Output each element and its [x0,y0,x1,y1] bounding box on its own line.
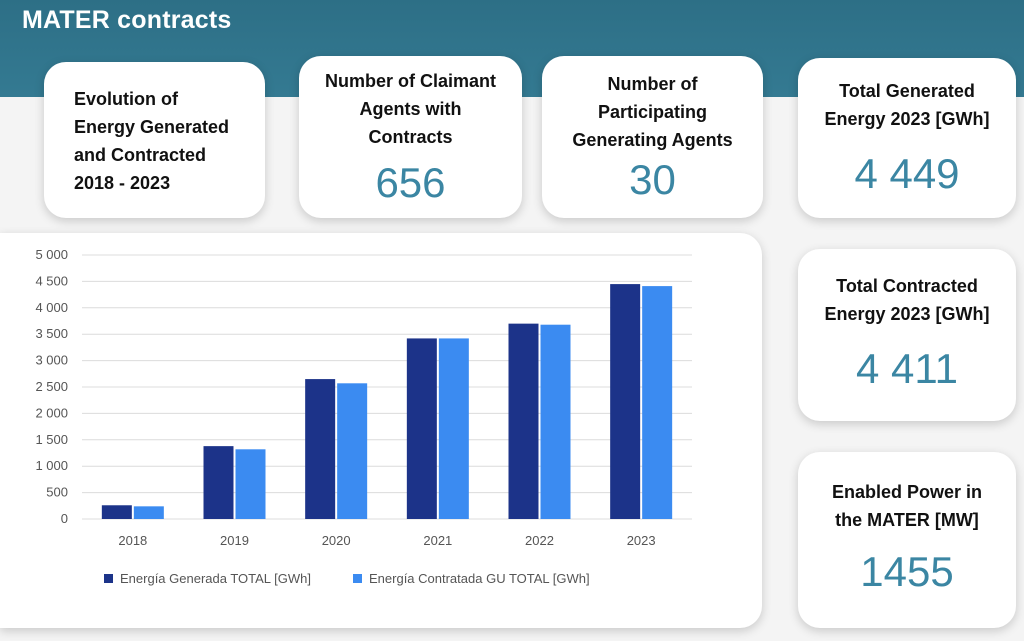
participating-agents-label: Number of Participating Generating Agent… [542,70,763,154]
enabled-power-label-line: Enabled Power in [831,482,983,502]
bar-contracted-2020 [337,383,368,519]
bar-contracted-2023 [642,286,673,519]
participating-agents-value: 30 [629,156,676,203]
x-tick-label: 2023 [627,533,656,548]
total-generated-card: Total Generated Energy 2023 [GWh] 4 449 [798,58,1016,218]
enabled-power-label: Enabled Power in the MATER [MW] [798,478,1016,534]
participating-label-line: Number of [607,74,698,94]
total-generated-label: Total Generated Energy 2023 [GWh] [798,77,1016,133]
bar-contracted-2021 [438,338,469,519]
claimant-agents-label: Number of Claimant Agents with Contracts [299,67,522,151]
participating-label-line: Generating Agents [572,130,733,150]
bar-generated-2020 [305,379,336,519]
y-tick-label: 500 [46,485,68,500]
claimant-agents-card: Number of Claimant Agents with Contracts… [299,56,522,218]
claimant-agents-value: 656 [375,159,446,206]
bar-generated-2018 [101,505,132,519]
claimant-label-line: Agents with [359,99,462,119]
legend-swatch [104,574,113,583]
participating-agents-card: Number of Participating Generating Agent… [542,56,763,218]
evolution-label-line: Evolution of [74,89,178,109]
y-tick-label: 3 500 [35,326,68,341]
total-contracted-label: Total Contracted Energy 2023 [GWh] [798,272,1016,328]
y-tick-label: 3 000 [35,353,68,368]
bar-contracted-2022 [540,324,571,519]
evolution-card-label: Evolution of Energy Generated and Contra… [74,85,265,197]
x-tick-label: 2018 [118,533,147,548]
total-contracted-label-line: Energy 2023 [GWh] [824,304,990,324]
energy-bar-chart: 0 500 1 000 1 500 2 000 2 500 3 000 3 500 4 000 4… [35,247,692,586]
y-tick-label: 1 500 [35,432,68,447]
total-contracted-label-line: Total Contracted [836,276,978,296]
claimant-label-line: Number of Claimant [324,71,497,91]
total-generated-label-line: Total Generated [839,81,975,101]
y-tick-label: 2 000 [35,405,68,420]
total-generated-label-line: Energy 2023 [GWh] [824,109,990,129]
legend-label: Energía Generada TOTAL [GWh] [120,571,311,586]
page-title: MATER contracts [22,6,232,34]
total-generated-value: 4 449 [854,150,960,197]
y-tick-label: 2 500 [35,379,68,394]
evolution-label-line: Energy Generated [74,117,230,137]
bar-generated-2022 [508,323,539,519]
claimant-label-line: Contracts [368,127,453,147]
x-tick-label: 2021 [423,533,452,548]
legend-swatch [353,574,362,583]
y-tick-label: 1 000 [35,458,68,473]
bar-generated-2021 [406,338,437,519]
evolution-card: Evolution of Energy Generated and Contra… [44,62,265,218]
bar-contracted-2018 [133,506,164,519]
enabled-power-value: 1455 [860,548,954,595]
y-tick-label: 5 000 [35,247,68,262]
y-tick-label: 4 500 [35,273,68,288]
total-contracted-card: Total Contracted Energy 2023 [GWh] 4 411 [798,249,1016,421]
enabled-power-label-line: the MATER [MW] [835,510,979,530]
evolution-label-line: 2018 - 2023 [74,173,171,193]
legend-label: Energía Contratada GU TOTAL [GWh] [369,571,590,586]
enabled-power-card: Enabled Power in the MATER [MW] 1455 [798,452,1016,628]
evolution-label-line: and Contracted [74,145,207,165]
participating-label-line: Participating [597,102,708,122]
bar-generated-2023 [610,284,641,519]
bar-generated-2019 [203,446,234,519]
chart-panel: 0 500 1 000 1 500 2 000 2 500 3 000 3 500 4 000 4… [0,233,762,628]
x-tick-label: 2020 [322,533,351,548]
total-contracted-value: 4 411 [856,345,958,392]
x-tick-label: 2019 [220,533,249,548]
x-tick-label: 2022 [525,533,554,548]
y-tick-label: 4 000 [35,300,68,315]
y-tick-label: 0 [61,511,68,526]
bar-contracted-2019 [235,449,266,519]
